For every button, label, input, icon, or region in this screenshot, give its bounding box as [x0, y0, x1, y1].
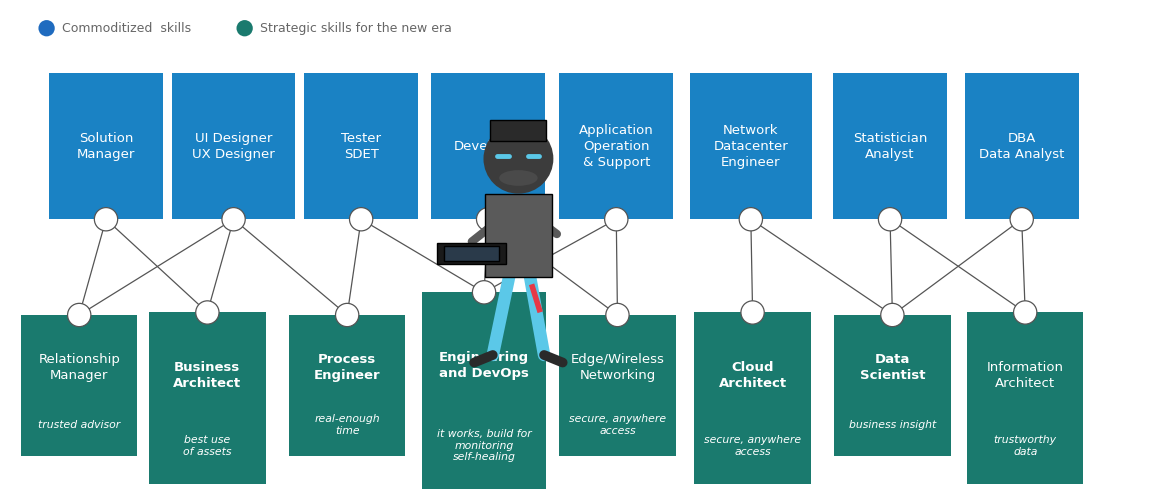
Ellipse shape	[94, 208, 118, 231]
Text: Data
Scientist: Data Scientist	[860, 353, 925, 382]
Text: Strategic skills for the new era: Strategic skills for the new era	[260, 22, 452, 35]
Ellipse shape	[878, 208, 902, 231]
FancyBboxPatch shape	[422, 292, 546, 489]
FancyBboxPatch shape	[967, 312, 1083, 484]
Text: Commoditized  skills: Commoditized skills	[62, 22, 191, 35]
Text: Developer: Developer	[454, 140, 522, 153]
Text: business insight: business insight	[849, 420, 935, 430]
Text: Information
Architect: Information Architect	[987, 361, 1064, 391]
FancyBboxPatch shape	[49, 73, 163, 219]
FancyBboxPatch shape	[833, 73, 947, 219]
Ellipse shape	[336, 303, 359, 327]
Text: Application
Operation
& Support: Application Operation & Support	[579, 123, 654, 169]
Text: Engineering
and DevOps: Engineering and DevOps	[439, 351, 529, 380]
Ellipse shape	[741, 301, 764, 324]
Text: it works, build for
monitoring
self-healing: it works, build for monitoring self-heal…	[437, 429, 531, 462]
FancyBboxPatch shape	[559, 73, 673, 219]
FancyBboxPatch shape	[965, 73, 1079, 219]
FancyBboxPatch shape	[172, 73, 295, 219]
Text: Business
Architect: Business Architect	[174, 361, 241, 391]
Ellipse shape	[221, 208, 245, 231]
Text: real-enough
time: real-enough time	[315, 414, 380, 436]
FancyBboxPatch shape	[490, 120, 546, 141]
Ellipse shape	[605, 208, 628, 231]
FancyBboxPatch shape	[690, 73, 812, 219]
Text: Relationship
Manager: Relationship Manager	[38, 353, 120, 382]
FancyBboxPatch shape	[444, 246, 499, 261]
Ellipse shape	[1014, 301, 1037, 324]
FancyBboxPatch shape	[289, 315, 405, 456]
Ellipse shape	[1010, 208, 1033, 231]
Ellipse shape	[476, 208, 500, 231]
Ellipse shape	[68, 303, 91, 327]
Text: UI Designer
UX Designer: UI Designer UX Designer	[192, 132, 275, 161]
Ellipse shape	[606, 303, 629, 327]
Ellipse shape	[38, 20, 55, 36]
FancyBboxPatch shape	[485, 194, 552, 277]
Ellipse shape	[196, 301, 219, 324]
FancyBboxPatch shape	[694, 312, 811, 484]
FancyBboxPatch shape	[21, 315, 137, 456]
FancyBboxPatch shape	[437, 243, 506, 264]
Ellipse shape	[236, 20, 253, 36]
Text: secure, anywhere
access: secure, anywhere access	[704, 435, 802, 457]
Text: Edge/Wireless
Networking: Edge/Wireless Networking	[571, 353, 664, 382]
FancyBboxPatch shape	[149, 312, 266, 484]
FancyBboxPatch shape	[559, 315, 676, 456]
Text: DBA
Data Analyst: DBA Data Analyst	[979, 132, 1065, 161]
Text: Statistician
Analyst: Statistician Analyst	[853, 132, 927, 161]
Ellipse shape	[739, 208, 762, 231]
FancyBboxPatch shape	[834, 315, 951, 456]
Ellipse shape	[483, 124, 553, 194]
Text: Cloud
Architect: Cloud Architect	[719, 361, 786, 391]
Text: Tester
SDET: Tester SDET	[341, 132, 381, 161]
Text: Solution
Manager: Solution Manager	[77, 132, 135, 161]
Ellipse shape	[473, 281, 495, 304]
Text: secure, anywhere
access: secure, anywhere access	[569, 414, 666, 436]
Text: trustworthy
data: trustworthy data	[994, 435, 1057, 457]
Text: trusted advisor: trusted advisor	[38, 420, 120, 430]
Text: Process
Engineer: Process Engineer	[313, 353, 381, 382]
Ellipse shape	[881, 303, 904, 327]
Ellipse shape	[499, 170, 538, 186]
Ellipse shape	[350, 208, 373, 231]
Text: Network
Datacenter
Engineer: Network Datacenter Engineer	[713, 123, 789, 169]
Text: best use
of assets: best use of assets	[183, 435, 232, 457]
FancyBboxPatch shape	[431, 73, 545, 219]
FancyBboxPatch shape	[304, 73, 418, 219]
